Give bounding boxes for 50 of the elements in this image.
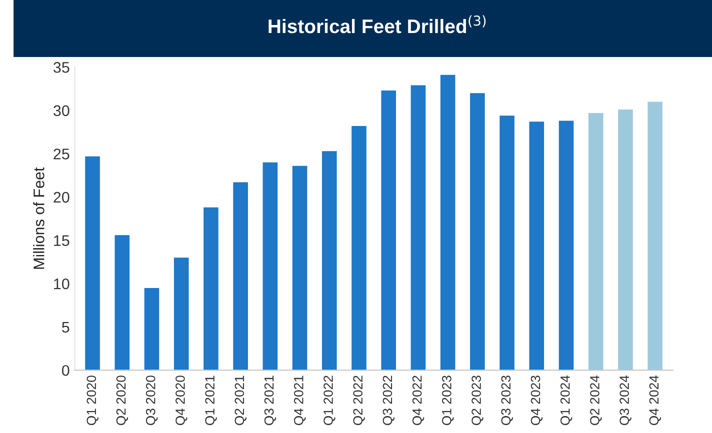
y-tick-label: 30: [53, 105, 70, 116]
bar: [322, 151, 337, 370]
x-tick-label: Q4 2021: [294, 376, 306, 426]
x-tick-label: Q2 2021: [234, 376, 246, 426]
x-tick-label: Q4 2022: [412, 376, 424, 426]
x-tick-label: Q2 2022: [353, 376, 365, 426]
bar: [144, 288, 160, 370]
x-tick-label: Q1 2022: [324, 376, 336, 426]
bar: [292, 166, 308, 370]
bar: [174, 258, 189, 370]
bar: [529, 122, 544, 370]
bar: [500, 116, 514, 370]
y-tick-label: 15: [54, 235, 70, 246]
bar: [204, 207, 218, 370]
y-tick-label: 10: [54, 278, 70, 290]
bar: [381, 90, 396, 370]
x-tick-label: Q2 2023: [472, 376, 484, 426]
x-tick-label: Q1 2020: [86, 376, 98, 426]
bar: [262, 162, 278, 370]
x-tick-label: Q4 2020: [176, 376, 188, 426]
bar: [114, 235, 130, 370]
x-tick-label: Q4 2023: [530, 376, 543, 426]
bar: [648, 102, 662, 370]
bar: [558, 120, 574, 370]
y-tick-label: 25: [54, 148, 70, 160]
bar: [233, 182, 248, 370]
bar: [440, 74, 456, 370]
x-tick-label: Q1 2023: [442, 376, 454, 426]
bar: [85, 156, 100, 370]
y-tick-label: 20: [54, 192, 70, 203]
y-tick-label: 0: [62, 365, 70, 376]
bar: [618, 110, 633, 370]
bar: [588, 113, 604, 370]
chart-title: Historical Feet Drilled$^{(3)}$: [268, 15, 486, 34]
x-tick-label: Q3 2021: [264, 376, 276, 426]
x-tick-label: Q2 2024: [590, 375, 602, 426]
bar: [470, 93, 485, 370]
x-tick-label: Q3 2022: [382, 376, 395, 426]
bar: [410, 85, 426, 370]
x-tick-label: Q4 2024: [649, 375, 661, 426]
y-tick-label: 35: [53, 62, 70, 73]
bar: [352, 126, 366, 370]
x-tick-label: Q3 2023: [501, 376, 513, 426]
x-tick-label: Q1 2024: [560, 375, 572, 426]
x-tick-label: Q2 2020: [116, 376, 128, 426]
y-tick-label: 5: [62, 322, 70, 333]
x-tick-label: Q1 2021: [205, 376, 217, 426]
x-tick-label: Q3 2024: [620, 375, 632, 426]
y-axis-title: Millions of Feet: [33, 167, 44, 269]
x-tick-label: Q3 2020: [146, 376, 158, 426]
